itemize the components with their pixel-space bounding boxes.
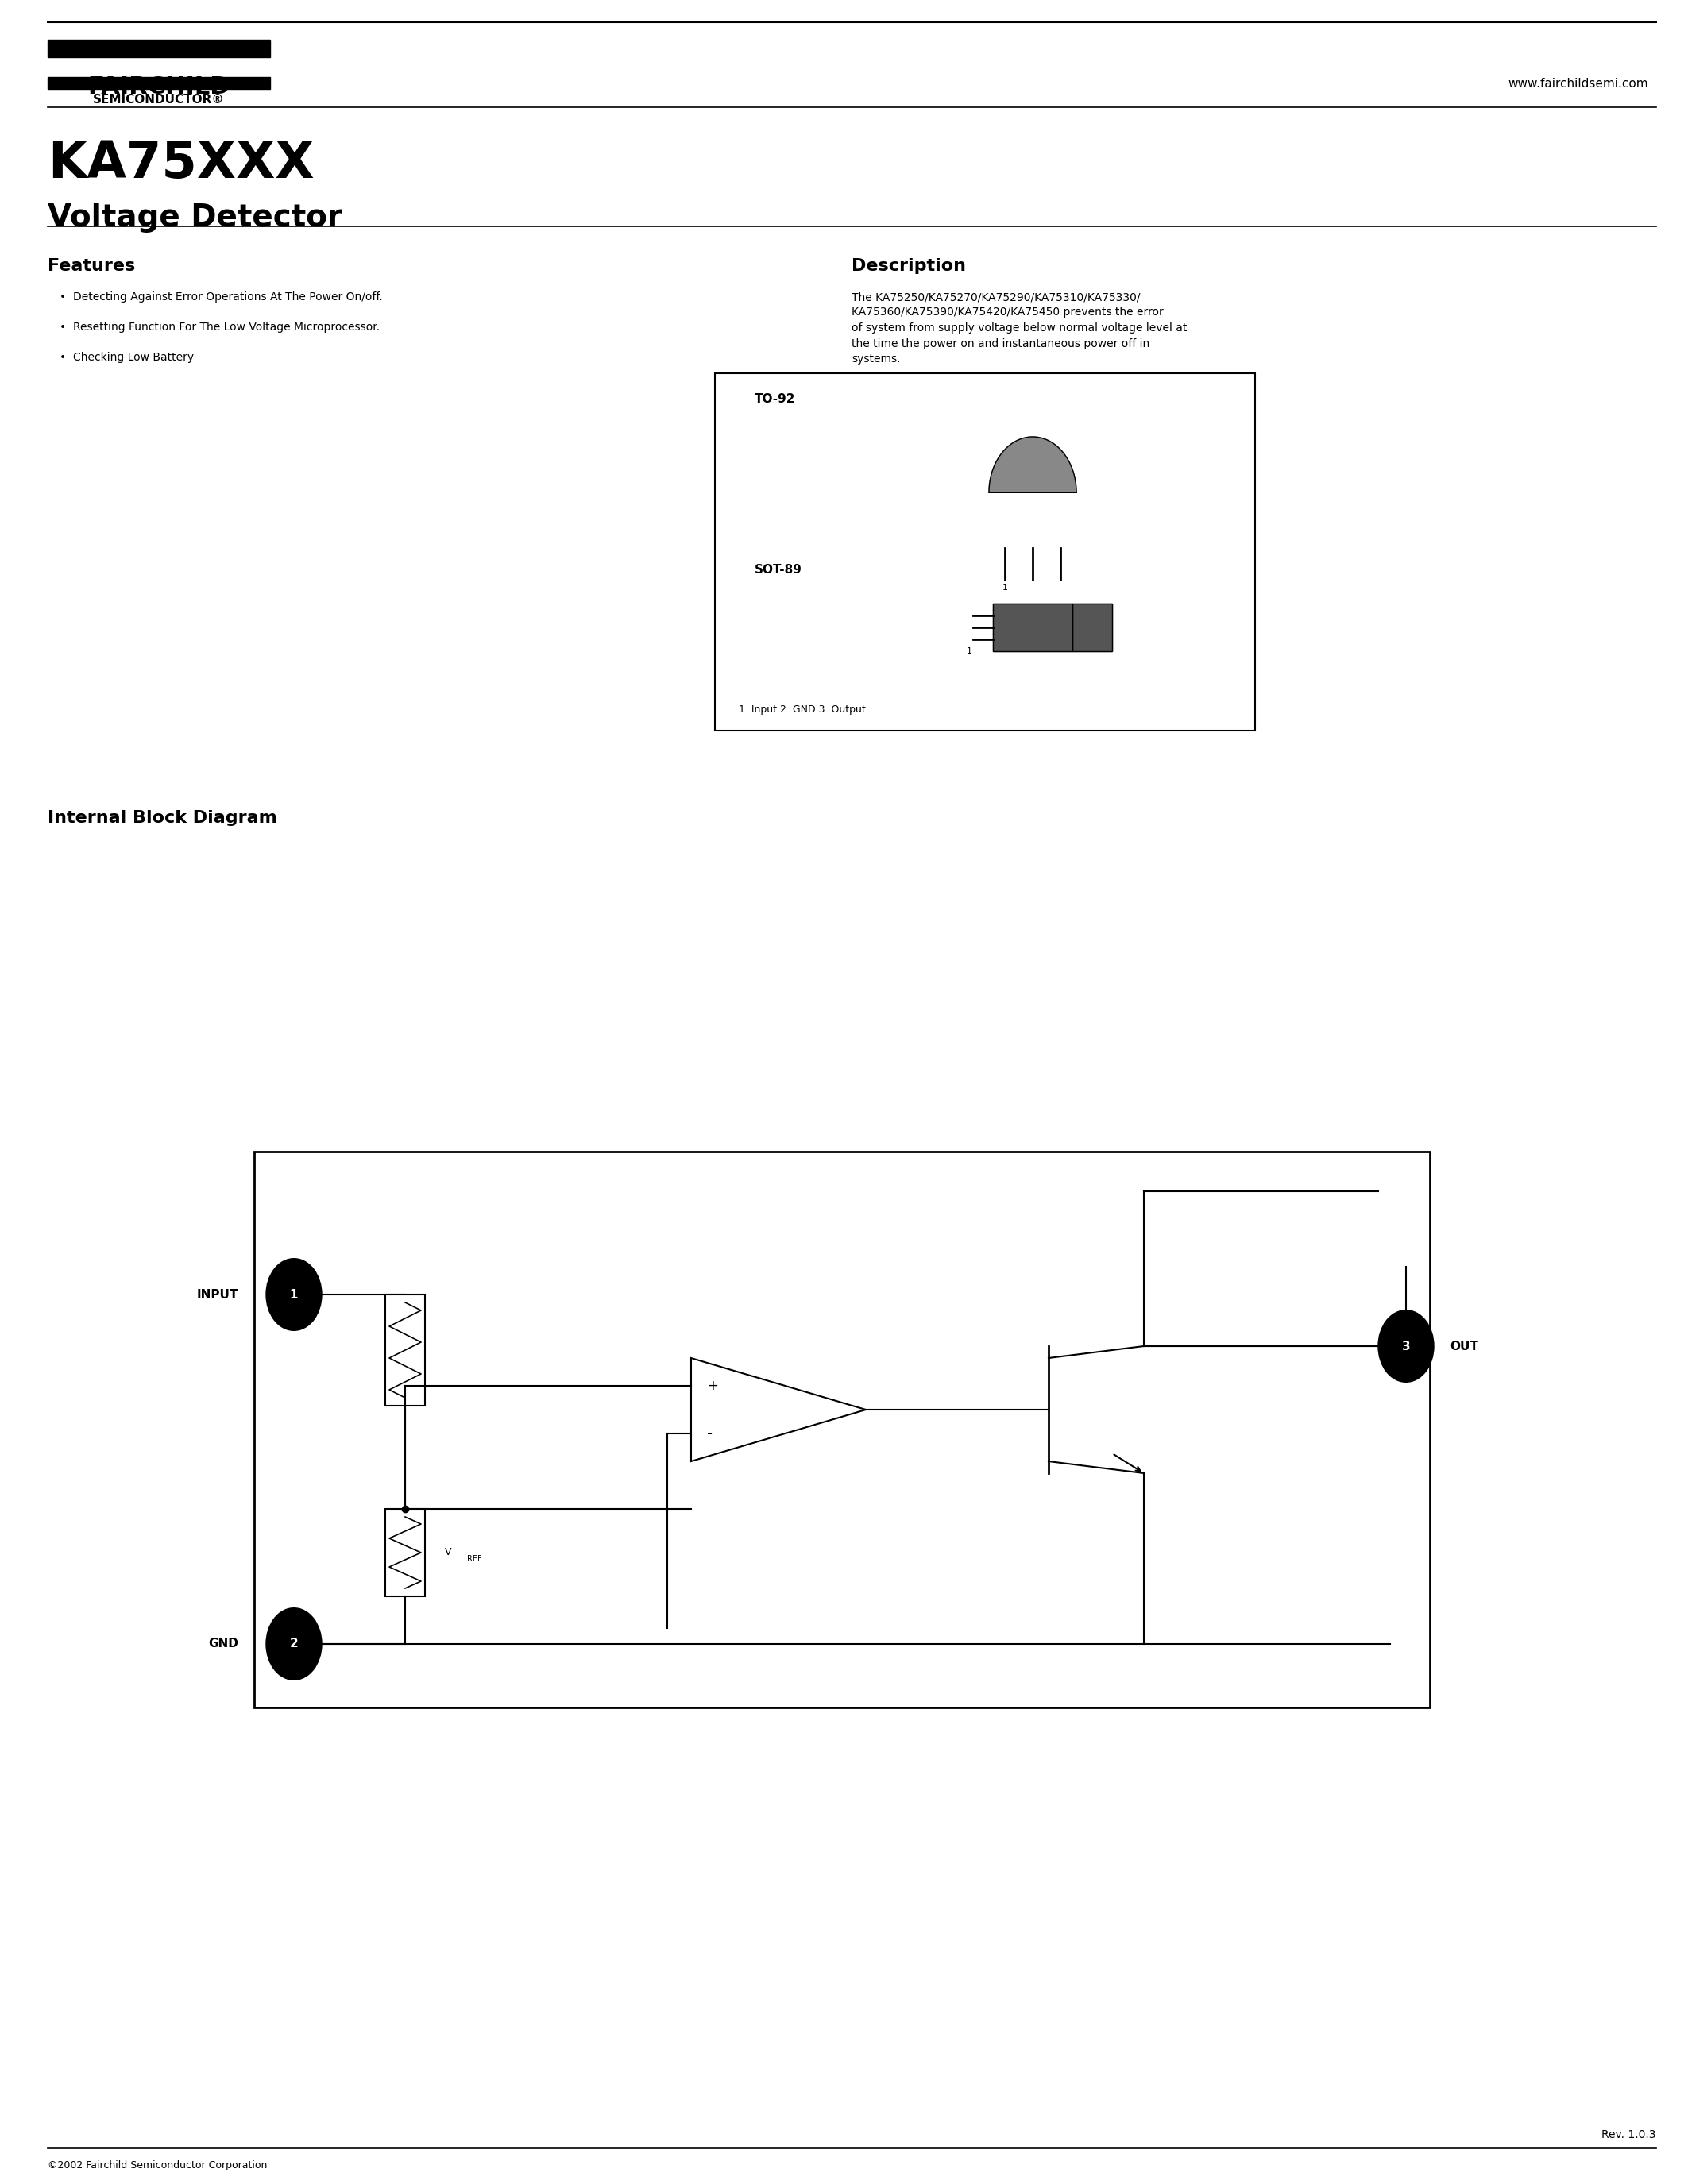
Bar bbox=[1072, 603, 1112, 651]
Bar bbox=[47, 76, 270, 90]
Text: 1: 1 bbox=[290, 1289, 299, 1299]
Text: TO-92: TO-92 bbox=[755, 393, 795, 404]
Polygon shape bbox=[989, 437, 1077, 491]
Polygon shape bbox=[690, 1358, 866, 1461]
Bar bbox=[47, 39, 270, 57]
Text: Internal Block Diagram: Internal Block Diagram bbox=[47, 810, 277, 826]
Bar bbox=[385, 1509, 425, 1597]
Circle shape bbox=[267, 1607, 322, 1679]
Bar bbox=[255, 1151, 1430, 1708]
Circle shape bbox=[1377, 1310, 1433, 1382]
Bar bbox=[993, 603, 1072, 651]
Text: 1: 1 bbox=[1003, 583, 1008, 592]
Text: The KA75250/KA75270/KA75290/KA75310/KA75330/
KA75360/KA75390/KA75420/KA75450 pre: The KA75250/KA75270/KA75290/KA75310/KA75… bbox=[852, 290, 1187, 365]
Text: +: + bbox=[707, 1378, 717, 1393]
Text: Description: Description bbox=[852, 258, 966, 273]
Text: V: V bbox=[446, 1548, 452, 1557]
Text: Features: Features bbox=[47, 258, 135, 273]
Text: 2: 2 bbox=[290, 1638, 299, 1649]
Text: •  Detecting Against Error Operations At The Power On/off.: • Detecting Against Error Operations At … bbox=[59, 290, 383, 304]
Text: -: - bbox=[707, 1426, 712, 1441]
Text: 3: 3 bbox=[1401, 1341, 1409, 1352]
Text: INPUT: INPUT bbox=[197, 1289, 238, 1299]
Bar bbox=[993, 603, 1072, 651]
Text: •  Resetting Function For The Low Voltage Microprocessor.: • Resetting Function For The Low Voltage… bbox=[59, 321, 380, 332]
Text: REF: REF bbox=[468, 1555, 481, 1564]
Text: FAIRCHILD: FAIRCHILD bbox=[88, 76, 230, 98]
Bar bbox=[716, 373, 1256, 732]
Text: OUT: OUT bbox=[1450, 1341, 1479, 1352]
Text: 1: 1 bbox=[966, 646, 972, 655]
Text: 1. Input 2. GND 3. Output: 1. Input 2. GND 3. Output bbox=[739, 705, 866, 714]
Bar bbox=[385, 1295, 425, 1406]
Text: KA75XXX: KA75XXX bbox=[47, 140, 314, 188]
Text: SOT-89: SOT-89 bbox=[755, 563, 802, 577]
Text: Voltage Detector: Voltage Detector bbox=[47, 203, 343, 234]
Text: SEMICONDUCTOR®: SEMICONDUCTOR® bbox=[93, 94, 225, 105]
Text: www.fairchildsemi.com: www.fairchildsemi.com bbox=[1507, 76, 1647, 90]
Text: GND: GND bbox=[208, 1638, 238, 1649]
Bar bbox=[1072, 603, 1112, 651]
Text: Rev. 1.0.3: Rev. 1.0.3 bbox=[1602, 2129, 1656, 2140]
Text: •  Checking Low Battery: • Checking Low Battery bbox=[59, 352, 194, 363]
Text: ©2002 Fairchild Semiconductor Corporation: ©2002 Fairchild Semiconductor Corporatio… bbox=[47, 2160, 267, 2171]
Circle shape bbox=[267, 1258, 322, 1330]
